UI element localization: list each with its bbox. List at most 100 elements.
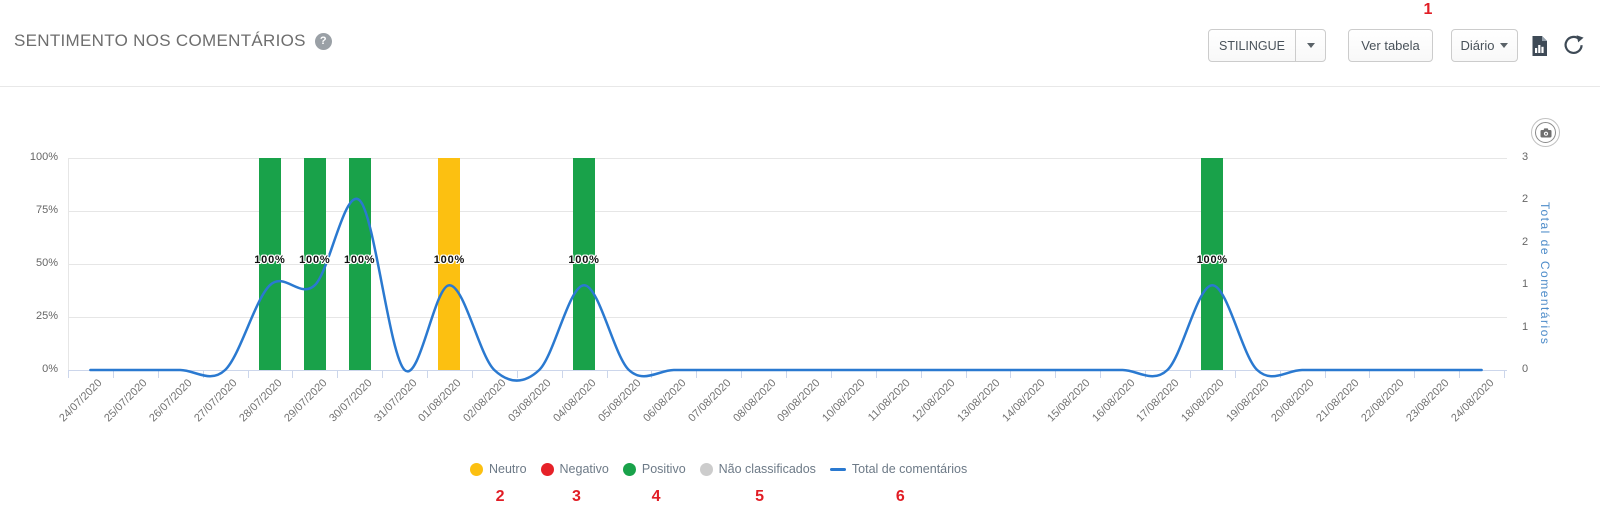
header-divider — [0, 86, 1600, 87]
x-axis-label: 21/08/2020 — [1314, 377, 1362, 425]
y-axis-label: 100% — [29, 151, 58, 163]
legend-item-total-de-comentarios[interactable]: Total de comentários 6 — [829, 462, 968, 505]
x-axis-label: 25/07/2020 — [102, 377, 150, 425]
x-axis-label: 24/08/2020 — [1448, 377, 1497, 425]
legend-item-nao-classificados[interactable]: Não classificados 5 — [699, 462, 816, 505]
x-tick — [651, 371, 653, 378]
source-button[interactable]: STILINGUE — [1219, 38, 1285, 53]
x-tick — [112, 371, 114, 378]
x-tick — [382, 371, 384, 378]
legend-item-negativo[interactable]: Negativo 3 — [540, 462, 609, 505]
x-axis-label: 29/07/2020 — [281, 377, 330, 425]
x-axis-label: 19/08/2020 — [1224, 377, 1272, 425]
help-icon[interactable]: ? — [314, 32, 332, 50]
annotation-marker-4: 4 — [651, 488, 661, 505]
x-tick — [516, 371, 518, 378]
legend-line-marker — [829, 467, 846, 471]
x-tick — [1504, 371, 1505, 378]
camera-icon — [1535, 122, 1556, 143]
x-tick — [471, 371, 473, 378]
bar-value-label: 100% — [299, 254, 331, 266]
x-tick — [561, 371, 563, 378]
x-axis-label: 08/08/2020 — [730, 377, 779, 425]
period-dropdown-button[interactable]: Diário — [1451, 29, 1518, 62]
x-tick — [157, 371, 159, 378]
legend-item-label: Negativo — [559, 462, 609, 476]
x-tick — [427, 371, 428, 378]
gridline — [68, 211, 1507, 212]
export-chart-button[interactable] — [1531, 118, 1560, 147]
annotation-marker-5: 5 — [755, 488, 765, 505]
view-table-button[interactable]: Ver tabela — [1348, 29, 1433, 62]
x-tick — [1010, 371, 1012, 378]
x-tick — [1145, 371, 1146, 378]
legend-item-label: Não classificados — [718, 462, 816, 476]
bar-value-label: 100% — [568, 254, 600, 266]
x-axis-label: 26/07/2020 — [147, 377, 195, 425]
x-axis-label: 31/07/2020 — [371, 377, 420, 425]
file-chart-icon — [1532, 35, 1547, 56]
x-tick — [830, 371, 832, 378]
x-axis-label: 23/08/2020 — [1403, 377, 1452, 425]
x-tick — [1279, 371, 1281, 378]
y-axis-label: 0% — [42, 363, 58, 375]
right-axis-label: 3 — [1522, 151, 1529, 163]
gridline — [68, 158, 1507, 159]
x-axis-label: 27/07/2020 — [192, 377, 240, 425]
x-tick — [337, 371, 339, 378]
legend-item-neutro[interactable]: Neutro 2 — [470, 462, 527, 505]
x-tick — [875, 371, 877, 378]
source-dropdown-button[interactable] — [1295, 30, 1325, 61]
legend-item-label: Total de comentários — [851, 462, 968, 476]
right-axis-title: Total de Comentários — [1538, 202, 1552, 346]
x-axis-label: 01/08/2020 — [416, 377, 464, 425]
right-axis-label: 1 — [1522, 278, 1529, 291]
annotation-marker-6: 6 — [895, 488, 905, 505]
refresh-icon — [1564, 35, 1584, 54]
toolbar: STILINGUE Ver tabela Diário — [1208, 29, 1584, 62]
legend-item-label: Neutro — [489, 462, 527, 476]
x-tick — [1414, 371, 1416, 378]
x-axis-label: 10/08/2020 — [820, 377, 868, 425]
legend-item-label: Positivo — [641, 462, 686, 476]
y-axis-label: 75% — [35, 204, 58, 216]
x-axis-label: 17/08/2020 — [1134, 377, 1182, 425]
legend: Neutro 2 Negativo 3 Positivo 4 Não classificad… — [470, 462, 968, 505]
page-title: SENTIMENTO NOS COMENTÁRIOS — [14, 31, 306, 50]
x-tick — [965, 371, 967, 378]
x-axis-label: 18/08/2020 — [1179, 377, 1227, 425]
x-axis-label: 30/07/2020 — [326, 377, 375, 425]
right-axis-label: 1 — [1522, 320, 1529, 333]
legend-dot-marker — [699, 462, 713, 476]
x-axis-label: 04/08/2020 — [551, 377, 599, 425]
x-tick — [1234, 371, 1236, 378]
x-tick — [741, 371, 743, 378]
x-tick — [1459, 371, 1461, 378]
source-split-button: STILINGUE — [1208, 29, 1326, 62]
right-axis-label: 0 — [1522, 363, 1529, 375]
export-report-button[interactable] — [1530, 35, 1549, 57]
gridline — [68, 317, 1507, 318]
x-tick — [786, 371, 787, 378]
annotation-marker-1: 1 — [1423, 1, 1433, 18]
x-axis-label: 14/08/2020 — [999, 377, 1048, 425]
x-tick — [1055, 371, 1057, 378]
annotation-marker-3: 3 — [572, 488, 581, 505]
y-axis-label: 25% — [35, 310, 58, 322]
right-axis-label: 2 — [1522, 235, 1529, 248]
annotation-marker-2: 2 — [495, 488, 505, 505]
period-label: Diário — [1460, 38, 1495, 53]
refresh-button[interactable] — [1563, 35, 1584, 56]
x-tick — [247, 371, 249, 378]
x-tick — [606, 371, 608, 378]
bar-value-label: 100% — [344, 254, 376, 266]
x-axis-label: 06/08/2020 — [640, 377, 689, 425]
x-axis-label: 03/08/2020 — [506, 377, 554, 425]
x-tick — [68, 371, 69, 378]
x-axis-label: 15/08/2020 — [1044, 377, 1093, 425]
x-axis-label: 28/07/2020 — [237, 377, 285, 425]
legend-item-positivo[interactable]: Positivo 4 — [622, 462, 686, 505]
x-axis-label: 05/08/2020 — [596, 377, 644, 425]
bar-value-label: 100% — [254, 254, 286, 266]
